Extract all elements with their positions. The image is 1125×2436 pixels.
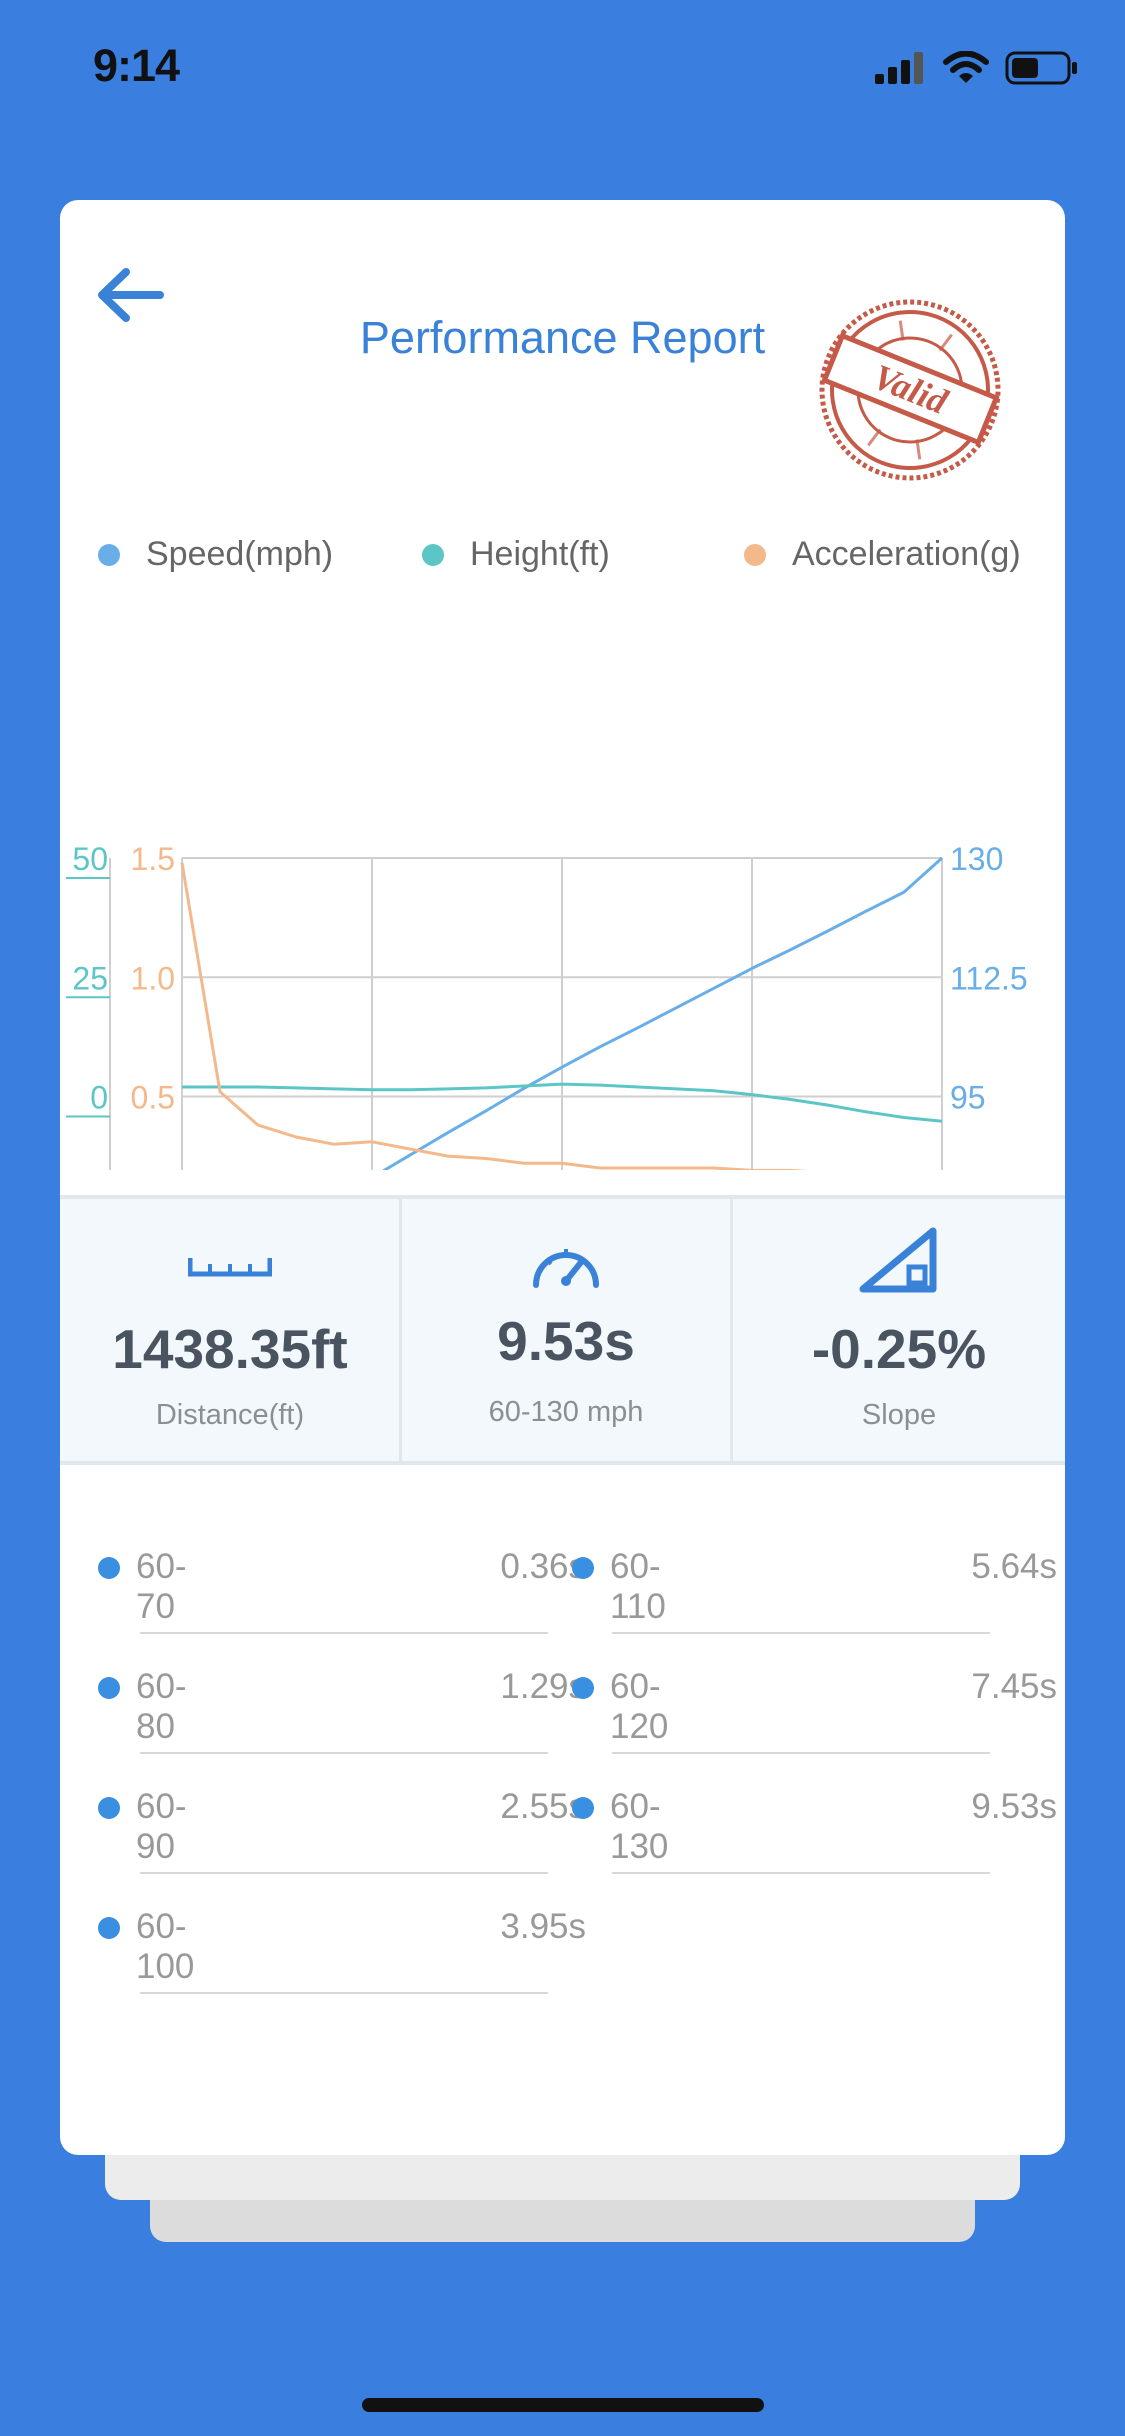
- stats-panel: 1438.35ft Distance(ft) 9.53s 60-130 mph: [60, 1195, 1065, 1465]
- divider: [612, 1752, 990, 1754]
- legend-label-speed: Speed(mph): [146, 535, 334, 573]
- wifi-icon: [943, 51, 989, 83]
- page-title: Performance Report: [359, 312, 766, 363]
- stat-time-value: 9.53s: [497, 1310, 635, 1372]
- split-range: 60-110: [610, 1547, 666, 1626]
- valid-stamp: Valid: [819, 299, 1001, 481]
- status-time: 9:14: [93, 40, 180, 91]
- status-icons: [875, 50, 1079, 86]
- legend-dot-speed: [98, 543, 120, 566]
- legend-item-height: Height(ft): [422, 535, 610, 574]
- stat-time-label: 60-130 mph: [488, 1396, 644, 1428]
- stat-divider: [730, 1199, 733, 1461]
- stat-slope-value: -0.25%: [811, 1318, 987, 1380]
- speed-axis-tick-label: 95: [950, 1080, 986, 1116]
- back-arrow-icon[interactable]: [90, 260, 170, 330]
- report-card: Performance Report Valid Speed(mph) Heig…: [60, 200, 1065, 2155]
- stat-distance: 1438.35ft Distance(ft): [60, 1199, 400, 1461]
- stat-slope: -0.25% Slope: [733, 1199, 1065, 1461]
- divider: [140, 1872, 548, 1874]
- chart-legend: Speed(mph) Height(ft) Acceleration(g): [60, 535, 1065, 585]
- split-bullet: [572, 1677, 594, 1699]
- split-range: 60-130: [610, 1787, 669, 1866]
- stat-slope-label: Slope: [861, 1399, 937, 1431]
- split-bullet: [572, 1797, 594, 1819]
- split-bullet: [98, 1677, 120, 1699]
- divider: [612, 1872, 990, 1874]
- ruler-icon: [60, 1229, 400, 1299]
- divider: [140, 1992, 548, 1994]
- height-axis-tick-label: 50: [72, 841, 108, 877]
- stat-time: 9.53s 60-130 mph: [402, 1199, 730, 1461]
- split-range: 60-70: [136, 1547, 187, 1626]
- split-bullet: [98, 1917, 120, 1939]
- split-time: 0.36s: [500, 1547, 586, 1586]
- split-bullet: [98, 1557, 120, 1579]
- legend-dot-height: [422, 543, 444, 566]
- split-time: 9.53s: [971, 1787, 1057, 1826]
- legend-item-speed: Speed(mph): [98, 535, 333, 574]
- split-time: 7.45s: [971, 1667, 1057, 1706]
- height-axis-tick-label: 0: [90, 1080, 108, 1116]
- stat-distance-label: Distance(ft): [155, 1399, 305, 1431]
- divider: [140, 1632, 548, 1634]
- status-bar: 9:14: [0, 0, 1125, 140]
- stat-divider: [399, 1199, 402, 1461]
- home-indicator[interactable]: [362, 2398, 764, 2412]
- legend-dot-acceleration: [744, 543, 766, 566]
- stat-distance-value: 1438.35ft: [112, 1318, 348, 1380]
- divider: [140, 1752, 548, 1754]
- divider: [612, 1632, 990, 1634]
- split-time: 1.29s: [500, 1667, 586, 1706]
- speed-axis-tick-label: 130: [950, 841, 1003, 877]
- legend-item-acceleration: Acceleration(g): [744, 535, 1021, 574]
- split-time: 3.95s: [500, 1907, 586, 1946]
- height-axis-tick-label: 25: [72, 960, 108, 996]
- split-time: 5.64s: [971, 1547, 1057, 1586]
- split-range: 60-100: [136, 1907, 195, 1986]
- slope-icon: [733, 1225, 1065, 1295]
- split-time: 2.55s: [500, 1787, 586, 1826]
- split-range: 60-90: [136, 1787, 187, 1866]
- accel-axis-tick-label: 1.0: [131, 960, 175, 996]
- signal-icon: [875, 52, 923, 84]
- legend-label-height: Height(ft): [470, 535, 610, 573]
- split-bullet: [98, 1797, 120, 1819]
- battery-icon: [1005, 51, 1077, 85]
- accel-axis-tick-label: 0.5: [131, 1080, 175, 1116]
- split-range: 60-120: [610, 1667, 669, 1746]
- speedometer-icon: [402, 1229, 730, 1299]
- speed-axis-tick-label: 112.5: [950, 960, 1028, 996]
- split-bullet: [572, 1557, 594, 1579]
- accel-axis-tick-label: 1.5: [131, 841, 175, 877]
- split-range: 60-80: [136, 1667, 187, 1746]
- legend-label-acceleration: Acceleration(g): [792, 535, 1021, 573]
